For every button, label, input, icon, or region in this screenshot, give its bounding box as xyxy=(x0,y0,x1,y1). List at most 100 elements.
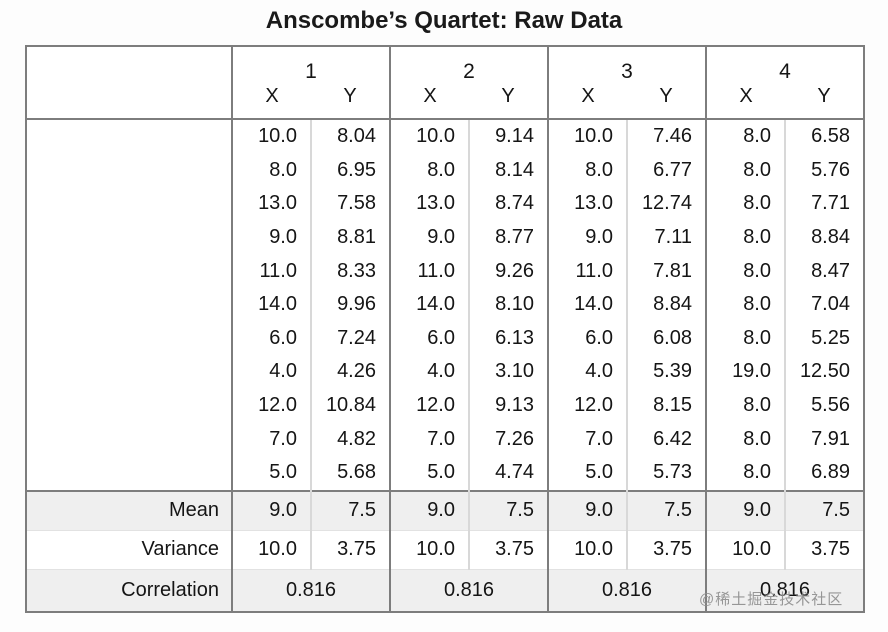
cell-group4-x: 8.0 xyxy=(705,321,785,356)
table-row: 4.0 4.26 4.0 3.10 4.0 5.39 19.0 12.50 xyxy=(26,355,864,389)
cell-group4-y: 7.91 xyxy=(784,422,864,456)
mean-row: Mean 9.0 7.5 9.0 7.5 9.0 7.5 9.0 7.5 xyxy=(26,489,864,531)
cell-group3-x: 14.0 xyxy=(547,287,627,322)
cell-group1-x: 12.0 xyxy=(231,388,311,423)
cell-group4-y: 6.89 xyxy=(784,455,864,491)
table-row: 6.0 7.24 6.0 6.13 6.0 6.08 8.0 5.25 xyxy=(26,321,864,356)
cell-group2-x: 7.0 xyxy=(389,422,469,456)
mean-group4-y: 7.5 xyxy=(784,489,864,531)
correlation-group1: 0.816 xyxy=(231,568,390,612)
cell-group3-x: 12.0 xyxy=(547,388,627,423)
mean-group2-y: 7.5 xyxy=(468,489,548,531)
correlation-group3: 0.816 xyxy=(547,568,706,612)
cell-group1-x: 14.0 xyxy=(231,287,311,322)
cell-group4-y: 8.84 xyxy=(784,220,864,255)
cell-group3-x: 5.0 xyxy=(547,455,627,491)
cell-group2-x: 8.0 xyxy=(389,153,469,188)
table-row: 14.0 9.96 14.0 8.10 14.0 8.84 8.0 7.04 xyxy=(26,287,864,322)
cell-group2-x: 5.0 xyxy=(389,455,469,491)
cell-group1-x: 4.0 xyxy=(231,355,311,389)
cell-group4-y: 7.04 xyxy=(784,287,864,322)
cell-group2-y: 4.74 xyxy=(468,455,548,491)
cell-group4-y: 5.76 xyxy=(784,153,864,188)
cell-group2-y: 8.74 xyxy=(468,187,548,221)
cell-group4-x: 8.0 xyxy=(705,254,785,288)
anscombe-raw-data-table: 1 2 3 4 X Y X Y X Y X Y 10.0 8.04 10.0 9.14 10.0 7.46 8.0 6… xyxy=(25,45,865,613)
cell-group2-x: 13.0 xyxy=(389,187,469,221)
cell-group1-y: 9.96 xyxy=(310,287,390,322)
cell-group1-y: 5.68 xyxy=(310,455,390,491)
cell-group3-y: 5.73 xyxy=(626,455,706,491)
mean-group1-x: 9.0 xyxy=(231,489,311,531)
cell-group2-x: 14.0 xyxy=(389,287,469,322)
group-header-4: 4 xyxy=(705,46,864,83)
cell-group4-x: 8.0 xyxy=(705,455,785,491)
cell-group2-y: 6.13 xyxy=(468,321,548,356)
cell-group4-y: 12.50 xyxy=(784,355,864,389)
cell-group3-x: 4.0 xyxy=(547,355,627,389)
cell-group3-y: 12.74 xyxy=(626,187,706,221)
mean-label: Mean xyxy=(26,489,233,531)
cell-group2-x: 10.0 xyxy=(389,119,469,154)
cell-group3-y: 6.42 xyxy=(626,422,706,456)
cell-group1-x: 8.0 xyxy=(231,153,311,188)
cell-group4-y: 5.25 xyxy=(784,321,864,356)
cell-group3-x: 7.0 xyxy=(547,422,627,456)
group-header-1: 1 xyxy=(231,46,390,83)
cell-group2-y: 9.26 xyxy=(468,254,548,288)
cell-group3-x: 9.0 xyxy=(547,220,627,255)
cell-group3-x: 11.0 xyxy=(547,254,627,288)
cell-group2-x: 12.0 xyxy=(389,388,469,423)
cell-group2-x: 11.0 xyxy=(389,254,469,288)
cell-group1-x: 13.0 xyxy=(231,187,311,221)
cell-group4-x: 8.0 xyxy=(705,422,785,456)
variance-group2-x: 10.0 xyxy=(389,529,469,570)
col-header-x-group2: X xyxy=(389,83,469,120)
table-row: 7.0 4.82 7.0 7.26 7.0 6.42 8.0 7.91 xyxy=(26,422,864,456)
cell-group4-x: 8.0 xyxy=(705,388,785,423)
cell-group1-x: 9.0 xyxy=(231,220,311,255)
col-header-x-group1: X xyxy=(231,83,311,120)
cell-group2-y: 9.14 xyxy=(468,119,548,154)
table-row: 9.0 8.81 9.0 8.77 9.0 7.11 8.0 8.84 xyxy=(26,220,864,255)
cell-group1-x: 7.0 xyxy=(231,422,311,456)
cell-group1-x: 11.0 xyxy=(231,254,311,288)
cell-group2-x: 6.0 xyxy=(389,321,469,356)
variance-label: Variance xyxy=(26,529,233,570)
variance-group1-y: 3.75 xyxy=(310,529,390,570)
corner-cell xyxy=(26,46,233,120)
table-row: 5.0 5.68 5.0 4.74 5.0 5.73 8.0 6.89 xyxy=(26,455,864,491)
cell-group1-y: 4.82 xyxy=(310,422,390,456)
cell-group4-x: 8.0 xyxy=(705,187,785,221)
cell-group4-y: 8.47 xyxy=(784,254,864,288)
cell-group4-x: 8.0 xyxy=(705,119,785,154)
mean-group2-x: 9.0 xyxy=(389,489,469,531)
row-label-spacer xyxy=(26,119,233,491)
cell-group2-y: 3.10 xyxy=(468,355,548,389)
variance-row: Variance 10.0 3.75 10.0 3.75 10.0 3.75 10.0 3.75 xyxy=(26,529,864,570)
variance-group4-x: 10.0 xyxy=(705,529,785,570)
variance-group3-x: 10.0 xyxy=(547,529,627,570)
col-header-y-group1: Y xyxy=(311,83,390,120)
mean-group4-x: 9.0 xyxy=(705,489,785,531)
cell-group1-y: 10.84 xyxy=(310,388,390,423)
col-header-x-group3: X xyxy=(547,83,627,120)
col-header-y-group3: Y xyxy=(627,83,706,120)
group-header-2: 2 xyxy=(389,46,548,83)
cell-group3-x: 13.0 xyxy=(547,187,627,221)
mean-group1-y: 7.5 xyxy=(310,489,390,531)
cell-group4-x: 8.0 xyxy=(705,153,785,188)
cell-group3-y: 8.15 xyxy=(626,388,706,423)
col-header-y-group4: Y xyxy=(785,83,864,120)
cell-group4-y: 6.58 xyxy=(784,119,864,154)
variance-group1-x: 10.0 xyxy=(231,529,311,570)
cell-group2-y: 8.10 xyxy=(468,287,548,322)
cell-group3-y: 6.77 xyxy=(626,153,706,188)
variance-group2-y: 3.75 xyxy=(468,529,548,570)
table-row: 12.0 10.84 12.0 9.13 12.0 8.15 8.0 5.56 xyxy=(26,388,864,423)
page-title: Anscombe’s Quartet: Raw Data xyxy=(265,7,623,34)
table-row: 11.0 8.33 11.0 9.26 11.0 7.81 8.0 8.47 xyxy=(26,254,864,288)
